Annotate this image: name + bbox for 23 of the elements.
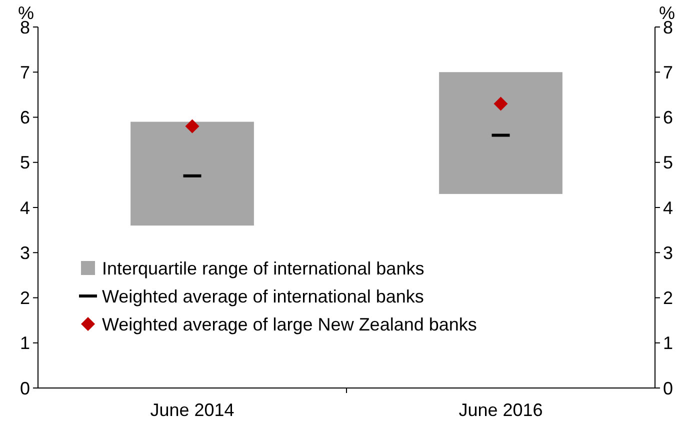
- y-tick-label: 3: [20, 242, 30, 263]
- y2-tick-label: 6: [663, 108, 674, 128]
- y-tick-label: 7: [20, 62, 30, 82]
- y2-tick-label: 2: [663, 288, 674, 308]
- y-tick-label: 2: [20, 288, 30, 308]
- y-tick-label: 6: [20, 108, 30, 128]
- point: [185, 119, 200, 134]
- y-tick-label: 0: [20, 378, 30, 398]
- y-tick-label: 4: [20, 198, 30, 218]
- y2-tick-label: 7: [663, 62, 674, 82]
- y2-tick-label: 1: [663, 333, 674, 354]
- y2-tick-label: 5: [663, 152, 674, 173]
- legend-label: Interquartile range of international banks: [102, 258, 424, 278]
- x-tick-label: June 2016: [458, 400, 543, 420]
- legend-label: Weighted average of international banks: [102, 286, 424, 306]
- y-tick-label: 1: [20, 333, 30, 354]
- y2-tick-label: 3: [663, 242, 674, 263]
- point: [494, 96, 508, 111]
- y2-tick-label: 0: [663, 378, 674, 398]
- y-tick-label: 5: [20, 152, 30, 173]
- x-tick-label: June 2014: [150, 400, 234, 420]
- y2-tick-label: 4: [663, 198, 674, 218]
- legend-label: Weighted average of large New Zealand banks: [102, 314, 477, 334]
